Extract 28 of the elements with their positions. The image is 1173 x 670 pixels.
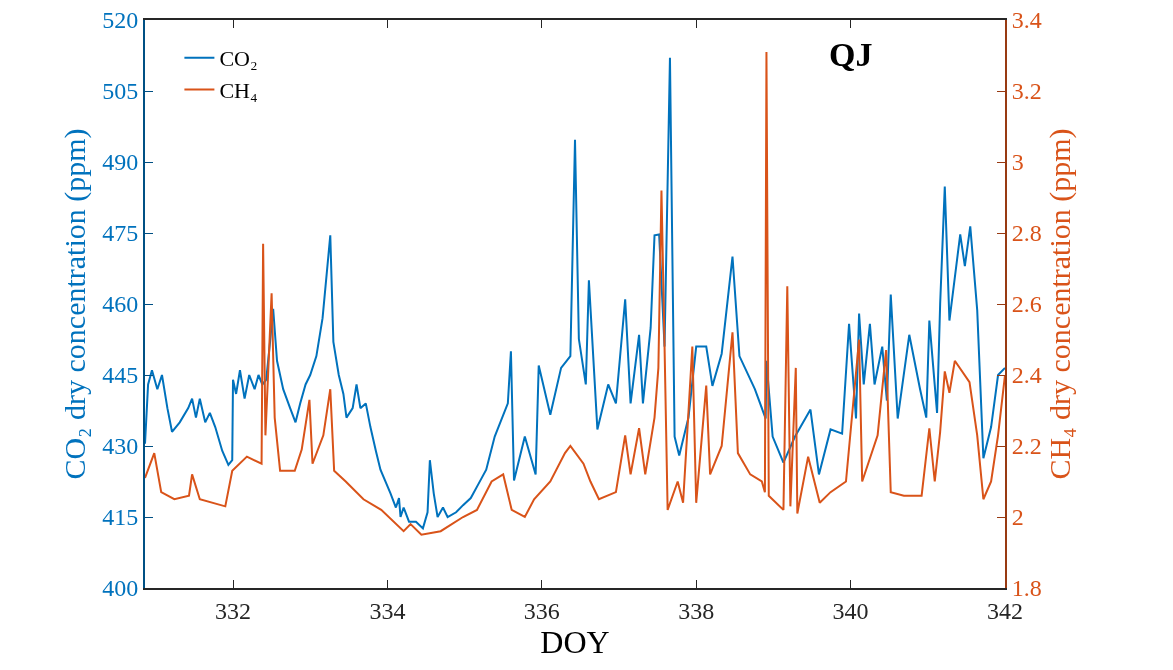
legend-label: CO₂ <box>219 46 258 72</box>
y2-axis-title: CH₄ dry concentration (ppm) <box>1042 128 1077 480</box>
y-tick-label: 430 <box>102 433 139 460</box>
y2-tick-label: 2.6 <box>1011 291 1042 318</box>
y-tick-label: 505 <box>102 78 139 105</box>
y-tick-label: 400 <box>102 575 139 602</box>
x-tick-label: 338 <box>678 597 715 624</box>
y2-tick-label: 3.2 <box>1011 78 1042 105</box>
y2-tick-label: 2.4 <box>1011 362 1042 389</box>
y2-tick-label: 3.4 <box>1011 7 1042 34</box>
y2-tick-label: 2.2 <box>1011 433 1042 460</box>
x-tick-label: 336 <box>523 597 560 624</box>
y-axis-title: CO₂ dry concentration (ppm) <box>57 128 92 480</box>
y-tick-label: 445 <box>102 362 139 389</box>
y2-tick-label: 3 <box>1011 149 1024 176</box>
annotation: QJ <box>829 36 873 73</box>
y-tick-label: 520 <box>102 7 139 34</box>
legend-label: CH₄ <box>219 78 258 104</box>
x-tick-label: 332 <box>215 597 252 624</box>
x-tick-label: 340 <box>832 597 869 624</box>
y2-tick-label: 2.8 <box>1011 220 1042 247</box>
y-tick-label: 490 <box>102 149 139 176</box>
y-tick-label: 415 <box>102 504 139 531</box>
y-tick-label: 475 <box>102 220 139 247</box>
x-tick-label: 334 <box>369 597 406 624</box>
y2-tick-label: 2 <box>1011 504 1024 531</box>
y-tick-label: 460 <box>102 291 139 318</box>
x-axis-title: DOY <box>540 623 610 660</box>
